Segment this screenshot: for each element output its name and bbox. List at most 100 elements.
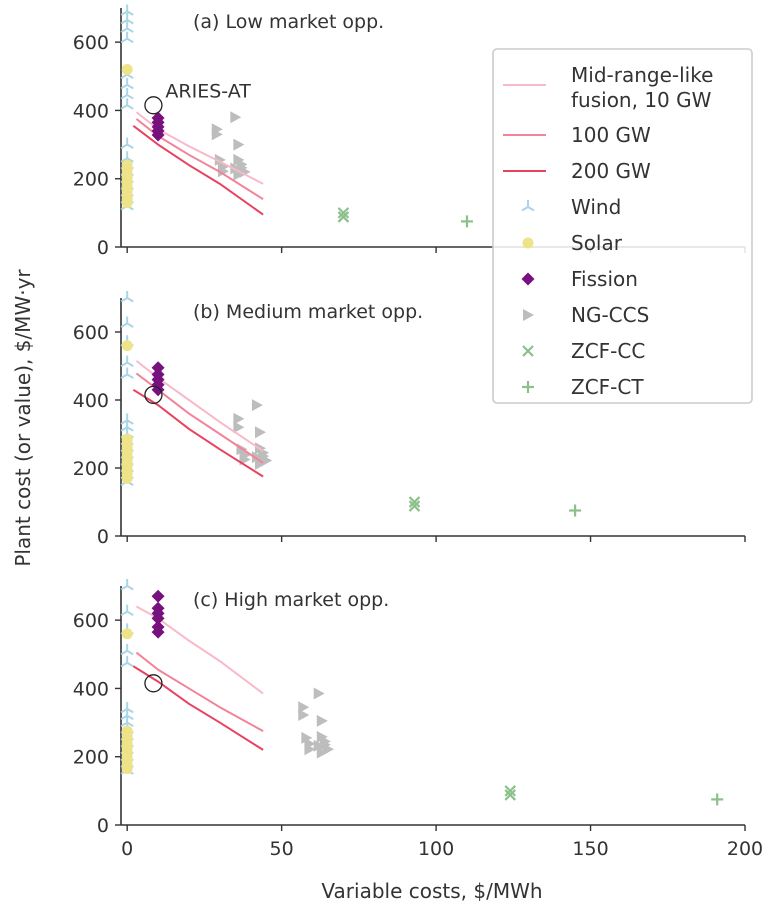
legend-label: fusion, 10 GW xyxy=(571,88,712,112)
legend-marker-zcfcc xyxy=(522,345,534,357)
legend-marker-zcfct xyxy=(522,381,534,393)
ngccs-point xyxy=(230,162,242,175)
panel-title: (b) Medium market opp. xyxy=(193,301,423,323)
wind-point xyxy=(120,579,134,591)
fusion100-line xyxy=(135,372,264,464)
x-tick-label: 0 xyxy=(121,838,133,860)
legend-label: 100 GW xyxy=(571,123,651,147)
fission-point xyxy=(151,625,165,639)
x-tick-label: 150 xyxy=(572,838,608,860)
ngccs-point xyxy=(230,111,242,124)
wind-point xyxy=(120,88,134,100)
legend-entry-wind: Wind xyxy=(521,195,621,219)
zcfct-point xyxy=(569,504,582,517)
wind-point xyxy=(120,701,134,714)
solar-point xyxy=(121,63,133,75)
legend-label: Fission xyxy=(571,267,638,291)
legend-label: Wind xyxy=(571,195,621,219)
y-tick-label: 400 xyxy=(73,100,109,122)
wind-point xyxy=(120,655,134,668)
fusion10-line xyxy=(135,111,264,185)
legend-entry-ngccs: NG-CCS xyxy=(523,303,649,327)
zcfcc-point xyxy=(337,211,350,223)
ngccs-point xyxy=(233,412,245,425)
x-axis-label: Variable costs, $/MWh xyxy=(321,879,542,903)
fusion10-line xyxy=(135,360,264,452)
y-tick-label: 400 xyxy=(73,678,109,700)
fusion100-line xyxy=(135,118,264,201)
aries-at-marker xyxy=(144,96,163,115)
wind-point xyxy=(120,367,134,379)
ngccs-point xyxy=(298,709,310,722)
ngccs-point xyxy=(316,746,328,759)
legend-entry-fission: Fission xyxy=(521,267,638,291)
legend-entry-fusion100: 100 GW xyxy=(503,123,651,147)
zcfcc-point xyxy=(408,500,421,512)
fission-point xyxy=(151,361,165,375)
legend-marker-wind xyxy=(521,200,535,212)
solar-point xyxy=(121,628,133,640)
wind-point xyxy=(120,137,134,149)
ngccs-point xyxy=(251,399,263,412)
y-tick-label: 0 xyxy=(97,815,109,837)
solar-point xyxy=(121,472,133,484)
fission-point xyxy=(151,589,165,603)
legend-label: ZCF-CC xyxy=(571,339,645,363)
fusion10-line xyxy=(135,605,264,695)
ngccs-point xyxy=(255,457,267,470)
fusion200-line xyxy=(132,124,264,216)
solar-point xyxy=(121,340,133,352)
wind-point xyxy=(120,12,134,25)
aries-at-marker xyxy=(144,674,163,693)
zcfcc-point xyxy=(408,496,421,508)
wind-point xyxy=(120,31,134,44)
wind-point xyxy=(120,21,134,33)
legend-box xyxy=(492,48,753,404)
ngccs-point xyxy=(211,128,223,141)
panel-1: 0 200 400 600 (a) Low market opp. ARIES-AT xyxy=(73,4,746,259)
y-tick-label: 600 xyxy=(73,610,109,632)
wind-point xyxy=(120,604,134,616)
zcfcc-point xyxy=(337,207,350,219)
y-tick-label: 0 xyxy=(97,237,109,259)
legend-label: NG-CCS xyxy=(571,303,649,327)
y-tick-label: 600 xyxy=(73,32,109,54)
wind-point xyxy=(120,98,134,110)
ngccs-point xyxy=(298,701,310,714)
wind-point xyxy=(120,291,134,303)
legend-marker-ngccs xyxy=(523,309,534,321)
fission-point xyxy=(151,128,165,142)
y-tick-label: 200 xyxy=(73,169,109,191)
fusion100-line xyxy=(135,651,264,732)
panel-2: 0 200 400 600 (b) Medium market opp. xyxy=(73,291,746,548)
legend-label: Solar xyxy=(571,231,623,255)
wind-point xyxy=(120,316,134,328)
solar-point xyxy=(121,763,133,775)
legend-entry-zcfct: ZCF-CT xyxy=(522,375,644,399)
wind-point xyxy=(120,355,134,367)
legend-entry-fusion200: 200 GW xyxy=(503,159,651,183)
fusion200-line xyxy=(132,388,264,478)
aries-at-marker xyxy=(144,385,163,405)
wind-point xyxy=(120,77,134,90)
panel-3: 0 200 400 600 0 50 100 150 200 (c) High market op… xyxy=(73,579,763,860)
wind-point xyxy=(120,413,134,425)
zcfcc-point xyxy=(504,785,517,797)
x-tick-label: 50 xyxy=(270,838,294,860)
y-tick-label: 0 xyxy=(97,526,109,548)
panel-title: (c) High market opp. xyxy=(193,589,389,611)
zcfct-point xyxy=(711,793,724,806)
fission-point xyxy=(151,611,165,625)
wind-point xyxy=(120,4,134,16)
wind-point xyxy=(120,420,134,432)
x-tick-label: 100 xyxy=(418,838,454,860)
legend-marker-solar xyxy=(522,237,534,249)
ngccs-point xyxy=(217,165,229,178)
y-tick-label: 200 xyxy=(73,458,109,480)
ngccs-point xyxy=(313,739,325,752)
legend-marker-fission xyxy=(521,272,535,286)
y-axis-label: Plant cost (or value), $/MW·yr xyxy=(11,269,35,567)
zcfcc-point xyxy=(504,789,517,801)
